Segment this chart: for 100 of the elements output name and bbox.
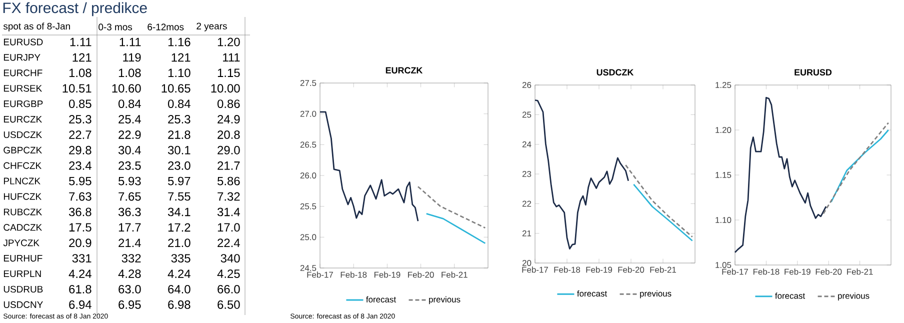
data-label: 5.86	[218, 176, 240, 186]
data-label: 340	[220, 254, 240, 263]
data-label: 4.25	[217, 270, 240, 278]
legend-label: forecast	[775, 292, 806, 299]
y-tick-label: 21	[522, 230, 532, 236]
legend-label: previous	[838, 292, 870, 300]
y-tick-label: 26.0	[300, 172, 316, 178]
data-label: 5.95	[69, 176, 92, 186]
data-label: 1.11	[70, 38, 92, 46]
data-label: 121	[172, 53, 190, 62]
y-tick-label: 1.15	[716, 172, 732, 178]
category-label: USDCZK	[4, 131, 42, 138]
y-tick-label: 1.10	[716, 217, 732, 223]
category-label: USDCNY	[4, 301, 43, 308]
y-tick-label: 25.0	[300, 234, 316, 240]
data-label: 4.28	[118, 270, 141, 278]
line-series	[319, 111, 419, 222]
category-label: EURUSD	[4, 38, 43, 46]
data-label: 36.3	[118, 208, 141, 216]
data-label: 23.4	[69, 161, 92, 170]
data-label: 21.4	[118, 238, 141, 248]
data-label: 7.65	[118, 192, 141, 201]
data-label: 24.9	[218, 115, 240, 124]
x-tick-label: Feb-18	[340, 272, 367, 278]
data-label: 5.97	[168, 176, 190, 186]
category-label: RUBCZK	[4, 208, 42, 216]
data-label: 1.16	[168, 38, 190, 46]
data-label: 10.51	[62, 84, 92, 93]
data-label: 1.11	[120, 38, 141, 46]
chart-title: USDCZK	[596, 69, 634, 76]
data-label: 64.0	[168, 284, 190, 294]
data-label: 23.0	[168, 161, 190, 170]
data-label: 10.00	[211, 84, 240, 93]
category-label: JPYCZK	[3, 240, 40, 246]
legend-label: forecast	[366, 296, 396, 302]
y-tick-label: 1.25	[716, 82, 732, 88]
y-tick-label: 27.0	[300, 110, 316, 117]
x-tick-label: Feb-17	[522, 266, 548, 273]
y-tick-label: 1.05	[716, 262, 732, 268]
x-tick-label: Feb-21	[442, 272, 468, 278]
category-label: CADCZK	[4, 224, 42, 231]
data-label: 0.85	[69, 100, 92, 108]
data-label: 7.63	[69, 192, 92, 201]
data-label: 17.7	[118, 223, 141, 232]
data-label: 66.0	[218, 284, 240, 294]
y-tick-label: 26	[522, 82, 532, 88]
legend-label: forecast	[577, 290, 608, 297]
y-tick-label: 27.5	[300, 80, 316, 86]
x-tick-label: Feb-18	[554, 266, 580, 273]
category-label: EURHUF	[4, 254, 42, 262]
y-tick-label: 24.5	[300, 265, 316, 271]
data-label: 332	[122, 254, 141, 263]
x-tick-label: Feb-19	[374, 272, 400, 278]
data-label: 25.4	[118, 115, 141, 124]
data-label: 34.1	[168, 208, 190, 216]
data-label: 6.94	[69, 300, 92, 309]
data-label: 21.7	[218, 161, 240, 170]
category-label: CHFCZK	[4, 162, 42, 169]
x-tick-label: Feb-20	[816, 268, 842, 275]
text: 2 years	[196, 22, 227, 32]
data-label: 29.0	[218, 146, 240, 154]
category-label: EURCHF	[4, 70, 42, 76]
data-label: 63.0	[118, 284, 141, 294]
data-label: 31.4	[217, 208, 240, 216]
data-label: 22.7	[69, 130, 92, 139]
data-label: 17.5	[69, 223, 92, 232]
data-label: 4.24	[168, 270, 190, 278]
data-label: 7.32	[218, 192, 240, 201]
category-label: HUFCZK	[4, 193, 42, 200]
data-label: 29.8	[69, 146, 92, 154]
data-label: 7.55	[168, 192, 190, 201]
category-label: PLNCZK	[4, 178, 40, 184]
data-label: 6.50	[218, 300, 240, 309]
line-series	[632, 184, 694, 242]
data-label: 20.9	[69, 238, 92, 248]
data-label: 17.0	[218, 223, 240, 232]
y-tick-label: 25	[522, 112, 532, 118]
line-series	[426, 213, 486, 244]
category-label: EURPLN	[4, 270, 41, 278]
x-tick-label: Feb-19	[586, 266, 612, 273]
x-tick-label: Feb-17	[307, 272, 333, 278]
data-label: 22.9	[118, 130, 141, 139]
x-tick-label: Feb-17	[722, 268, 748, 275]
data-label: 30.4	[118, 146, 141, 154]
y-tick-label: 20	[522, 260, 532, 266]
data-label: 1.08	[118, 68, 141, 78]
data-label: 335	[171, 254, 190, 263]
data-label: 1.15	[218, 68, 240, 78]
line-series	[534, 99, 630, 250]
data-label: 121	[72, 53, 92, 62]
x-tick-label: Feb-18	[753, 268, 780, 275]
text: 0-3 mos	[98, 24, 132, 30]
data-label: 61.8	[69, 284, 92, 294]
text: 6-12mos	[148, 24, 184, 30]
data-label: 1.10	[168, 68, 190, 78]
data-label: 0.86	[218, 100, 240, 108]
data-label: 4.24	[68, 270, 92, 278]
data-label: 23.5	[118, 161, 141, 170]
legend-label: previous	[429, 296, 460, 304]
data-label: 331	[72, 254, 92, 263]
